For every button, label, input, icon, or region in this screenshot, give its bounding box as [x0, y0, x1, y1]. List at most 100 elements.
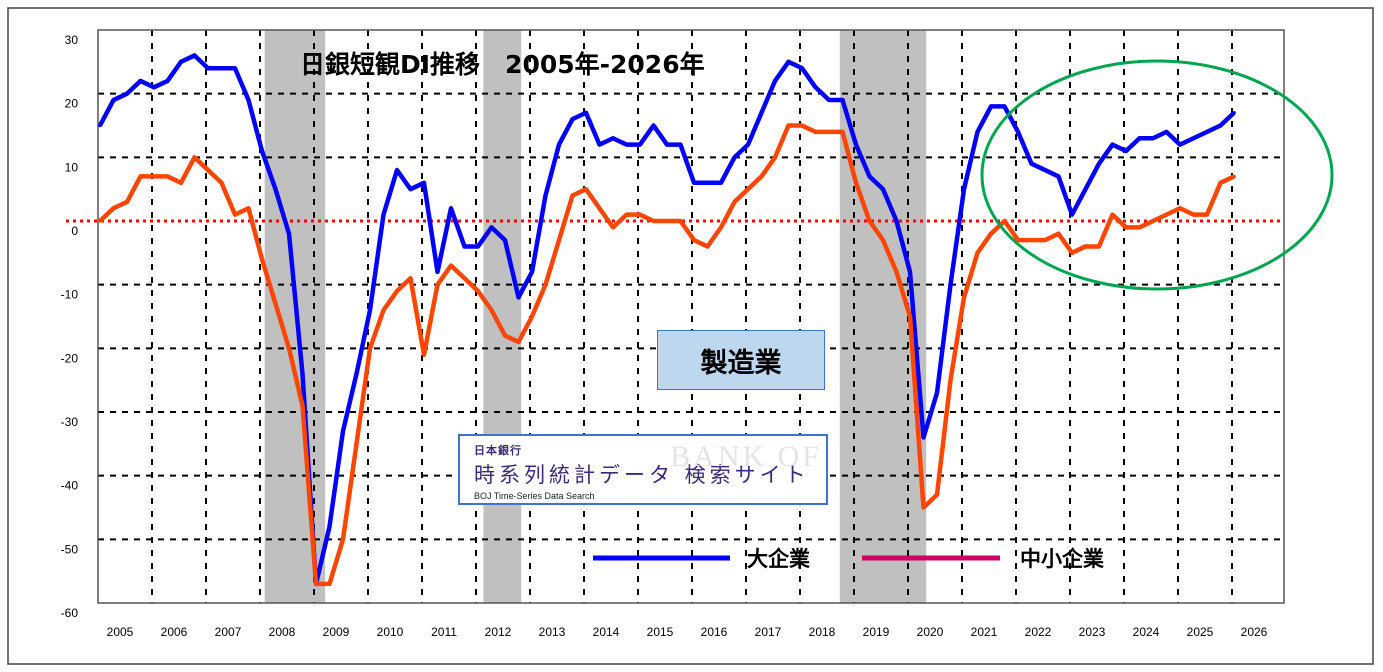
data-point-small [867, 219, 872, 223]
data-point-small [678, 219, 683, 223]
data-point-small [1137, 225, 1142, 230]
data-point-small [651, 219, 656, 223]
boj-logo-banner[interactable]: BANK OF 日本銀行 時系列統計データ 検索サイト BOJ Time-Ser… [458, 434, 828, 505]
data-point-large [962, 187, 966, 191]
data-point-large [827, 98, 831, 102]
data-point-large [908, 270, 912, 274]
data-point-small [719, 225, 723, 230]
x-tick-label: 2024 [1133, 625, 1160, 639]
y-tick-label: 20 [65, 97, 79, 111]
data-point-large [800, 66, 804, 70]
data-point-large [935, 391, 939, 395]
data-point-small [584, 187, 588, 191]
data-point-small [638, 212, 642, 217]
data-point-large [759, 110, 764, 115]
data-point-large [273, 187, 278, 191]
x-tick-label: 2020 [917, 625, 944, 639]
data-point-large [692, 181, 696, 185]
data-point-large [287, 231, 291, 236]
data-point-large [422, 181, 426, 185]
data-point-small [1002, 219, 1007, 223]
sector-label-box: 製造業 [657, 330, 825, 390]
data-point-large [867, 174, 872, 179]
data-point-large [192, 53, 197, 58]
data-point-large [476, 244, 480, 249]
data-point-small [921, 505, 926, 510]
data-point-small [395, 289, 399, 293]
data-point-large [1137, 136, 1142, 141]
data-point-large [975, 130, 980, 134]
data-point-small [260, 257, 264, 262]
data-point-large [381, 212, 386, 217]
x-tick-label: 2023 [1079, 625, 1106, 639]
data-point-large [584, 110, 588, 115]
data-point-large [1097, 161, 1101, 166]
data-point-small [138, 174, 143, 179]
data-point-large [354, 372, 359, 376]
data-point-small [732, 200, 737, 204]
data-point-large [1232, 110, 1236, 115]
data-point-large [1191, 136, 1196, 141]
data-point-large [341, 429, 345, 433]
data-point-large [1002, 104, 1007, 109]
data-point-small [152, 174, 156, 179]
data-point-small [219, 181, 224, 185]
data-point-large [921, 435, 926, 440]
data-point-small [840, 130, 845, 134]
data-point-large [489, 225, 494, 230]
data-point-large [138, 79, 143, 83]
data-point-small [881, 238, 885, 242]
x-tick-label: 2010 [377, 625, 404, 639]
data-point-large [624, 142, 629, 147]
data-point-large [246, 98, 251, 102]
logo-english: BOJ Time-Series Data Search [474, 491, 595, 501]
data-point-small [111, 206, 116, 211]
data-point-small [341, 537, 345, 542]
data-point-small [125, 200, 129, 204]
data-point-small [935, 492, 939, 497]
x-tick-label: 2018 [809, 625, 836, 639]
y-tick-label: -20 [61, 351, 79, 365]
data-point-small [827, 130, 831, 134]
data-point-small [462, 276, 467, 281]
data-point-small [908, 314, 912, 319]
data-point-large [948, 282, 953, 287]
y-tick-label: -50 [61, 542, 79, 556]
logo-org: 日本銀行 [474, 444, 522, 457]
legend: 大企業 中小企業 [593, 547, 1105, 571]
data-point-small [1029, 238, 1034, 242]
data-point-large [638, 142, 642, 147]
data-point-small [975, 251, 980, 255]
data-point-large [719, 181, 723, 185]
data-point-large [840, 98, 845, 102]
data-point-small [1070, 251, 1074, 255]
data-point-large [1205, 130, 1209, 134]
x-tick-label: 2015 [647, 625, 674, 639]
data-point-small [557, 238, 561, 242]
y-tick-label: -40 [61, 479, 79, 493]
data-point-small [503, 333, 507, 338]
data-point-large [1043, 168, 1047, 172]
data-point-large [1124, 149, 1128, 153]
data-point-large [1110, 142, 1115, 147]
data-point-small [98, 219, 102, 223]
data-point-large [1070, 212, 1074, 217]
data-point-large [462, 244, 467, 249]
data-point-small [854, 181, 858, 185]
data-point-large [98, 123, 102, 128]
y-tick-label: -60 [61, 606, 79, 620]
data-point-large [395, 168, 399, 172]
data-point-small [705, 244, 710, 249]
y-tick-label: -30 [61, 415, 79, 429]
data-point-large [1178, 142, 1182, 147]
data-point-small [597, 206, 602, 211]
data-point-large [557, 142, 561, 147]
data-point-small [1083, 244, 1088, 249]
data-point-large [786, 60, 791, 64]
data-point-large [300, 372, 305, 376]
x-tick-label: 2006 [161, 625, 188, 639]
x-tick-label: 2026 [1241, 625, 1268, 639]
data-point-small [786, 123, 791, 128]
data-point-small [624, 212, 629, 217]
